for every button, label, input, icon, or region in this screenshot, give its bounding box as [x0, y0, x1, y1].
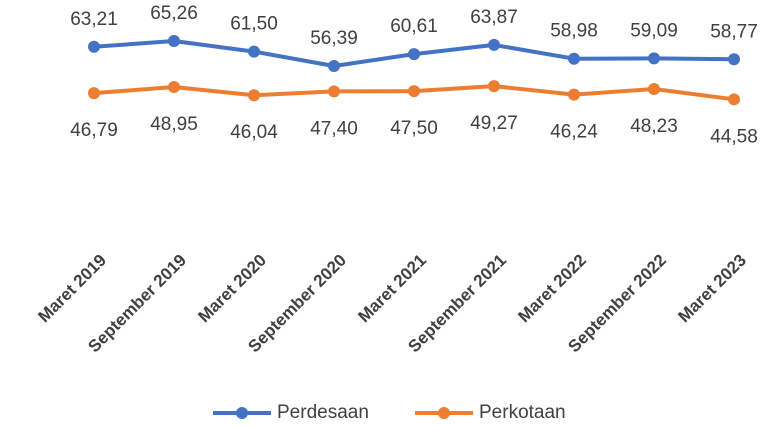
point: [248, 45, 260, 58]
legend-label: Perkotaan: [479, 402, 566, 423]
point: [168, 35, 180, 47]
point: [408, 48, 420, 61]
data-label: 60,61: [390, 16, 438, 37]
data-label: 44,58: [710, 126, 758, 147]
x-tick-label: Maret 2022: [514, 251, 590, 327]
point: [88, 40, 100, 53]
point: [408, 85, 420, 98]
point: [88, 87, 100, 100]
data-label: 48,23: [630, 116, 678, 137]
data-label: 46,79: [70, 120, 118, 141]
data-label: 56,39: [310, 28, 358, 49]
data-label: 65,26: [150, 3, 198, 24]
legend-marker: [438, 407, 450, 419]
data-label: 46,04: [230, 122, 278, 143]
x-tick-label: Maret 2023: [674, 251, 750, 327]
data-label: 47,40: [310, 118, 358, 139]
data-label: 47,50: [390, 118, 438, 139]
point: [328, 60, 340, 73]
legend-label: Perdesaan: [277, 402, 369, 423]
point: [648, 83, 660, 96]
point: [248, 89, 260, 102]
data-label: 58,77: [710, 21, 758, 42]
point: [488, 80, 500, 93]
point: [328, 85, 340, 98]
point: [568, 52, 580, 65]
data-label: 61,50: [230, 14, 278, 35]
data-label: 58,98: [550, 21, 598, 42]
point: [728, 53, 740, 66]
data-label: 59,09: [630, 20, 678, 41]
data-label: 63,21: [70, 9, 118, 30]
point: [488, 38, 500, 51]
x-tick-label: Maret 2021: [354, 251, 430, 327]
data-label: 49,27: [470, 113, 518, 134]
point: [648, 52, 660, 65]
data-label: 63,87: [470, 7, 518, 28]
legend-marker: [236, 407, 248, 419]
data-label: 46,24: [550, 122, 598, 143]
point: [568, 88, 580, 101]
x-tick-label: Maret 2020: [194, 251, 270, 327]
point: [728, 93, 740, 106]
point: [168, 80, 180, 93]
x-tick-label: Maret 2019: [34, 251, 110, 327]
data-label: 48,95: [150, 114, 198, 135]
